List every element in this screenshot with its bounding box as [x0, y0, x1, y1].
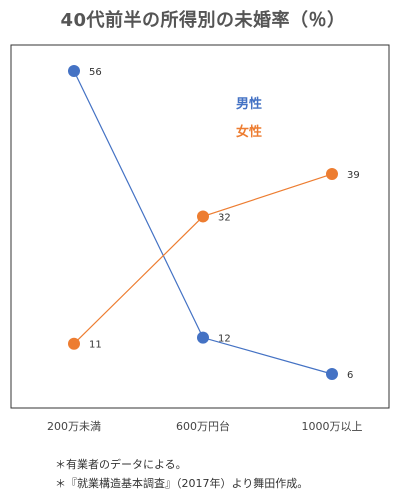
data-label-female-0: 11 — [89, 340, 102, 351]
x-tick-label-1: 600万円台 — [176, 419, 230, 433]
legend-entry-male: 男性 — [236, 96, 262, 112]
data-point-male-1 — [197, 331, 209, 344]
data-point-female-1 — [197, 210, 209, 223]
data-point-male-2 — [326, 368, 338, 380]
data-label-female-1: 32 — [218, 212, 231, 223]
footnote-2: ＊『就業構造基本調査』（2017年）より舞田作成。 — [55, 477, 309, 490]
footnote-1: ＊有業者のデータによる。 — [55, 458, 187, 471]
data-point-female-2 — [326, 168, 338, 181]
data-point-female-0 — [68, 337, 80, 350]
data-label-female-2: 39 — [347, 170, 360, 181]
plot-area-border — [10, 44, 390, 409]
data-label-male-0: 56 — [89, 67, 102, 78]
data-label-male-2: 6 — [347, 370, 353, 381]
legend-entry-female: 女性 — [236, 124, 262, 140]
data-label-male-1: 12 — [218, 334, 231, 345]
x-axis-labels: 200万未満 600万円台 1000万以上 — [47, 419, 363, 433]
x-tick-label-2: 1000万以上 — [302, 420, 363, 433]
data-point-male-0 — [68, 65, 80, 77]
data-labels-layer: 56 12 6 11 32 39 — [89, 67, 360, 381]
x-tick-label-0: 200万未満 — [47, 420, 101, 433]
chart-title: 40代前半の所得別の未婚率（％） — [60, 10, 346, 31]
series-layer — [68, 65, 338, 380]
